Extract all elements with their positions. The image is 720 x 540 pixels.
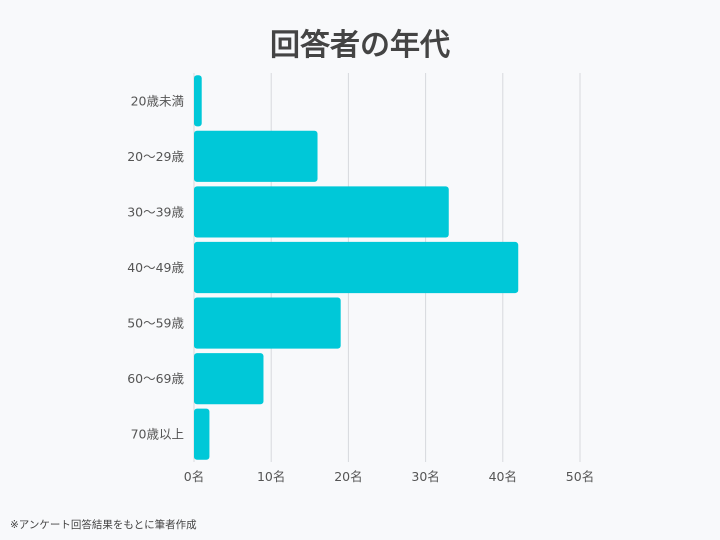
category-label: 40～49歳	[127, 260, 184, 275]
chart-title: 回答者の年代	[270, 28, 450, 63]
bar	[194, 408, 210, 460]
category-label: 20～29歳	[127, 149, 184, 164]
category-labels: 20歳未満 20～29歳 30～39歳 40～49歳 50～59歳 60～69歳 70歳以上	[127, 93, 184, 441]
x-tick-label: 40名	[489, 469, 517, 484]
bar	[194, 186, 449, 238]
x-tick-label: 30名	[411, 469, 439, 484]
category-label: 30～39歳	[127, 204, 184, 219]
x-tick-label: 50名	[566, 469, 594, 484]
bar	[194, 297, 341, 349]
x-tick-label: 0名	[184, 469, 204, 484]
bar	[194, 353, 264, 405]
bar	[194, 130, 318, 182]
category-label: 20歳未満	[131, 93, 184, 108]
x-tick-label: 10名	[257, 469, 285, 484]
category-label: 70歳以上	[131, 427, 184, 442]
bars	[194, 75, 519, 460]
bar	[194, 241, 519, 294]
category-label: 50～59歳	[127, 316, 184, 331]
category-label: 60～69歳	[127, 371, 184, 386]
x-tick-label: 20名	[334, 469, 362, 484]
bar	[194, 75, 202, 127]
x-tick-labels: 0名 10名 20名 30名 40名 50名	[184, 469, 594, 484]
source-footnote: ※アンケート回答結果をもとに筆者作成	[10, 519, 197, 531]
